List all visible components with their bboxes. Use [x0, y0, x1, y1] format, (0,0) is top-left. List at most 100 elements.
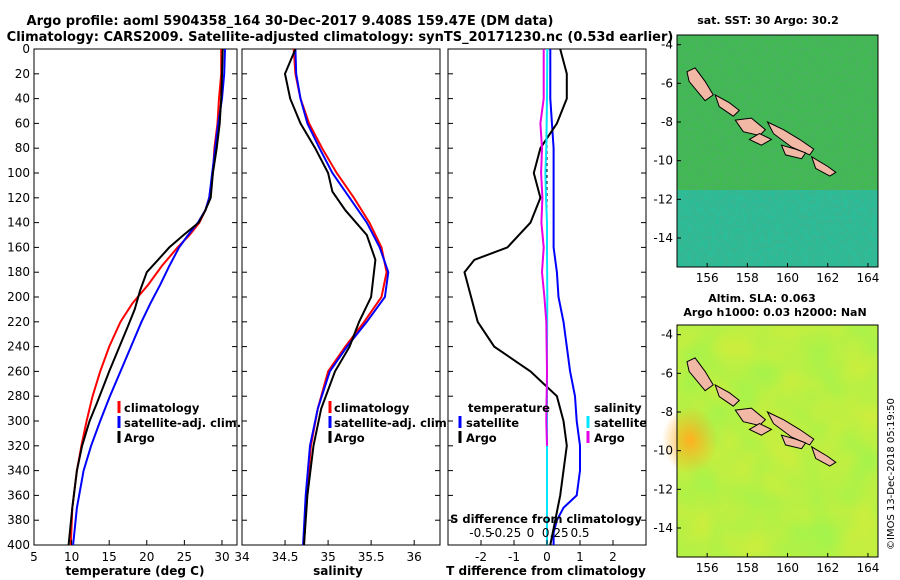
sla_map-ytick-label: -8: [661, 405, 673, 419]
sla_map-island-5: [766, 410, 815, 446]
difference-top-axis-label: S difference from climatology: [450, 512, 642, 526]
depth-tick-label: 280: [7, 389, 30, 403]
sla_map-island-7: [810, 445, 837, 467]
difference-legend-salinity-satellite: satellite: [594, 416, 647, 430]
salinity-panel: 34 34.5 35 35.5 36 climatology satellite-adj…: [234, 48, 451, 578]
salinity-xtick-label: 35: [320, 550, 335, 564]
sla_map-xtick-label: 160: [776, 561, 799, 575]
sst_map-island-1: [686, 67, 714, 102]
difference-legend-salinity-title: salinity: [594, 401, 642, 415]
sst_map-island-5: [766, 120, 815, 156]
temperature-xtick-label: 25: [177, 550, 192, 564]
sst_map-island-7: [810, 155, 837, 177]
temperature-xtick-label: 30: [214, 550, 229, 564]
sla_map-island-6: [780, 434, 807, 450]
sla_map-ytick-label: -10: [653, 444, 673, 458]
salinity-diff-tick-label: 0: [527, 526, 535, 540]
imos-credit: ©IMOS 13-Dec-2018 05:19:50: [886, 398, 897, 550]
depth-tick-label: 20: [15, 67, 30, 81]
temperature-legend-climatology: climatology: [124, 401, 200, 415]
temperature-xtick-label: 20: [139, 550, 154, 564]
difference-panel: -2 -1 0 1 2 -0.5-0.25 0 0.25 0.5 temperature sat…: [446, 48, 647, 578]
sla_map-island-1: [686, 357, 714, 392]
sla_map-island-3: [734, 407, 767, 427]
difference-legend-salinity-argo: Argo: [594, 431, 625, 445]
depth-tick-label: 220: [7, 315, 30, 329]
sla_map-xtick-label: 158: [736, 561, 759, 575]
sla_map-island-2: [714, 383, 741, 407]
depth-tick-label: 100: [7, 166, 30, 180]
depth-tick-label: 60: [15, 116, 30, 130]
salinity-diff-tick-label: 0.25: [542, 526, 569, 540]
sst_map-ytick-label: -14: [653, 231, 673, 245]
difference-xtick-label: -2: [475, 550, 487, 564]
temperature-xtick-label: 5: [30, 550, 38, 564]
difference-legend-temperature: temperature satellite Argo: [458, 401, 550, 445]
depth-tick-label: 340: [7, 464, 30, 478]
salinity-xtick-label: 34.5: [272, 550, 299, 564]
difference-series-temperature-satellite: [549, 49, 581, 545]
sla_map-island-4: [748, 423, 773, 436]
depth-tick-label: 380: [7, 513, 30, 527]
sst_map-xtick-label: 160: [776, 271, 799, 285]
salinity-legend-climatology: climatology: [334, 401, 410, 415]
sla_map-xtick-label: 156: [696, 561, 719, 575]
sst_map-ytick-label: -10: [653, 154, 673, 168]
depth-tick-label: 400: [7, 538, 30, 552]
sla-map-islands: [686, 357, 837, 467]
temperature-legend: climatology satellite-adj. clim. Argo: [117, 401, 241, 445]
temperature-xtick-label: 10: [64, 550, 79, 564]
sla-map-subtitle: Argo h1000: 0.03 h2000: NaN: [683, 306, 866, 319]
salinity-diff-tick-label: -0.25: [490, 526, 521, 540]
depth-tick-label: 0: [22, 42, 30, 56]
temperature-xlabel: temperature (deg C): [66, 564, 205, 578]
salinity-legend-satellite: satellite-adj. clim.: [334, 416, 451, 430]
figure-title-line1: Argo profile: aoml 5904358_164 30-Dec-20…: [27, 14, 554, 29]
salinity-series-satellite-adj-clim: [294, 48, 390, 546]
difference-series-salinity-argo: [539, 49, 549, 446]
sla_map-xtick-label: 164: [856, 561, 879, 575]
sst_map-island-6: [780, 144, 807, 160]
depth-tick-label: 140: [7, 216, 30, 230]
depth-tick-label: 360: [7, 488, 30, 502]
depth-tick-label: 120: [7, 191, 30, 205]
depth-tick-label: 160: [7, 240, 30, 254]
difference-legend-temperature-argo: Argo: [466, 431, 497, 445]
sst-map-islands: [686, 67, 837, 177]
sla_map-xtick-label: 162: [816, 561, 839, 575]
temperature-series-satellite-adj-clim: [72, 48, 226, 546]
sst_map-xtick-label: 158: [736, 271, 759, 285]
temperature-series-argo: [67, 48, 224, 546]
sst_map-xtick-label: 164: [856, 271, 879, 285]
sst-map: sat. SST: 30 Argo: 30.2 156 158 160 162 164 -…: [653, 14, 879, 285]
salinity-xtick-label: 35.5: [358, 550, 385, 564]
depth-tick-label: 300: [7, 414, 30, 428]
sst_map-island-2: [714, 93, 741, 117]
salinity-xtick-label: 34: [234, 550, 249, 564]
temperature-legend-satellite: satellite-adj. clim.: [124, 416, 241, 430]
sst_map-ytick-label: -6: [661, 76, 673, 90]
depth-tick-label: 260: [7, 364, 30, 378]
salinity-xtick-label: 36: [407, 550, 422, 564]
temperature-legend-argo: Argo: [124, 431, 155, 445]
sla_map-ytick-label: -12: [653, 482, 673, 496]
difference-xlabel: T difference from climatology: [446, 564, 646, 578]
sla_map-ytick-label: -14: [653, 521, 673, 535]
sst_map-ytick-label: -8: [661, 115, 673, 129]
sst_map-xtick-label: 156: [696, 271, 719, 285]
depth-tick-label: 240: [7, 340, 30, 354]
temperature-xtick-label: 15: [102, 550, 117, 564]
salinity-series-argo: [283, 48, 377, 546]
sst_map-xtick-label: 162: [816, 271, 839, 285]
sla_map-ytick-label: -6: [661, 366, 673, 380]
difference-series-temperature-argo: [463, 48, 568, 546]
temperature-panel: 5 10 15 20 25 3002040608010012014016018020022…: [7, 42, 241, 578]
difference-xtick-label: -1: [508, 550, 520, 564]
salinity-xlabel: salinity: [313, 564, 363, 578]
difference-legend-temperature-title: temperature: [468, 401, 550, 415]
difference-legend-temperature-satellite: satellite: [466, 416, 519, 430]
depth-tick-label: 40: [15, 92, 30, 106]
sst-map-title: sat. SST: 30 Argo: 30.2: [697, 14, 839, 27]
salinity-diff-tick-label: 0.5: [570, 526, 589, 540]
